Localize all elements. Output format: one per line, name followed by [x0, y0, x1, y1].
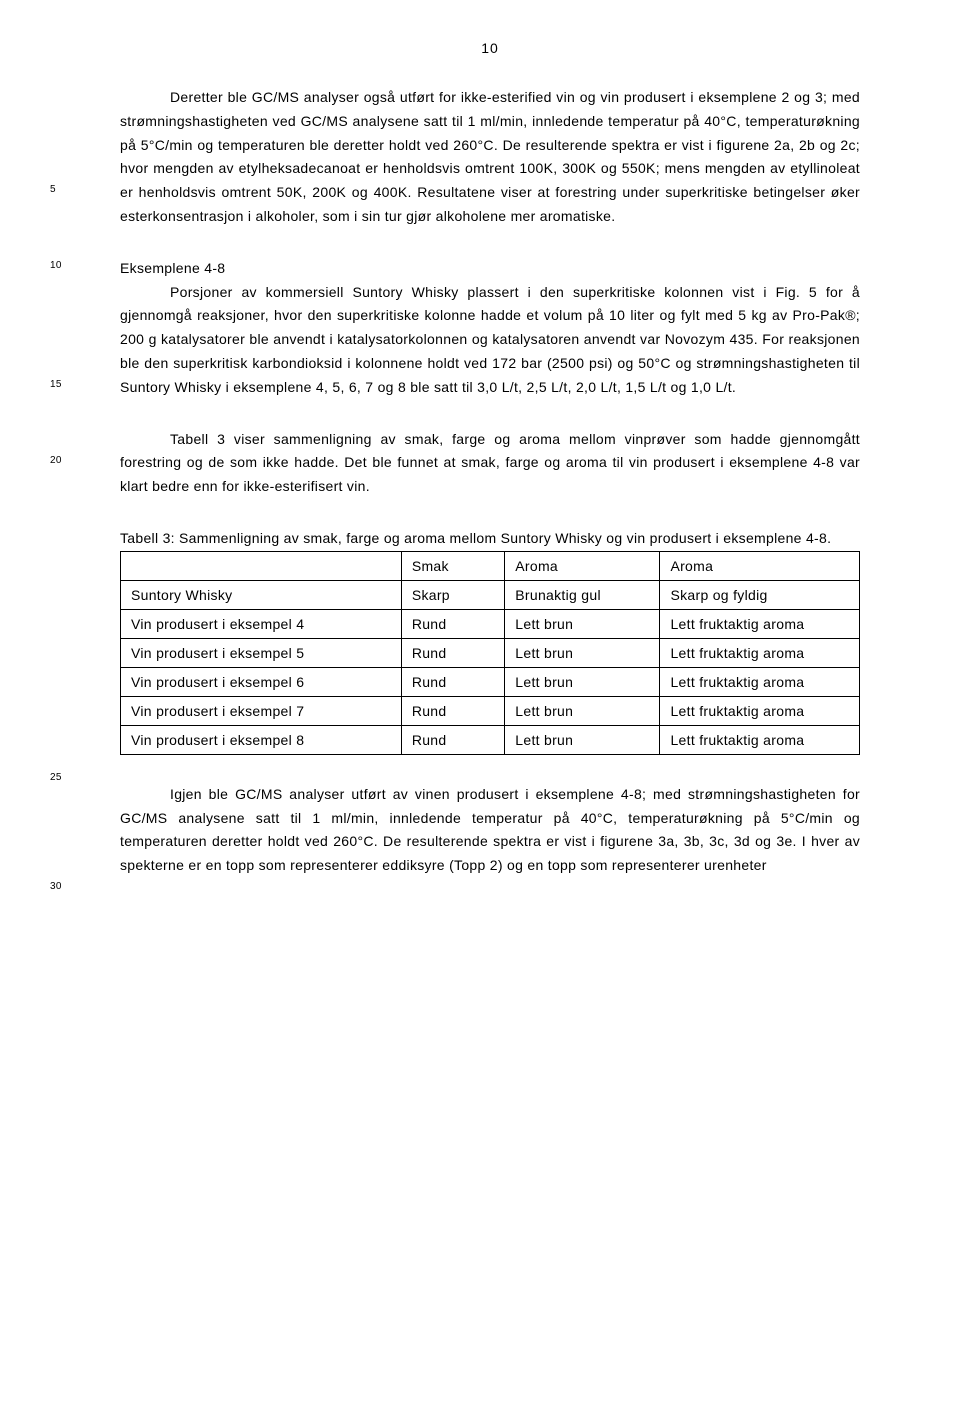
- table-cell: Rund: [401, 725, 504, 754]
- line-number-25: 25: [50, 769, 62, 786]
- line-number-5: 5: [50, 181, 56, 198]
- table-cell: Lett brun: [505, 638, 660, 667]
- table-cell: Vin produsert i eksempel 5: [121, 638, 402, 667]
- table-header-cell: [121, 551, 402, 580]
- page-number: 10: [120, 40, 860, 56]
- paragraph-4: 25 30 Igjen ble GC/MS analyser utført av…: [120, 783, 860, 878]
- table-cell: Lett brun: [505, 667, 660, 696]
- table-row: Vin produsert i eksempel 8 Rund Lett bru…: [121, 725, 860, 754]
- paragraph-2: 10 15 Eksemplene 4-8 Porsjoner av kommer…: [120, 257, 860, 400]
- table-cell: Brunaktig gul: [505, 580, 660, 609]
- table-row: Vin produsert i eksempel 4 Rund Lett bru…: [121, 609, 860, 638]
- table-cell: Lett brun: [505, 725, 660, 754]
- table-cell: Rund: [401, 638, 504, 667]
- paragraph-2-body: Porsjoner av kommersiell Suntory Whisky …: [120, 281, 860, 400]
- paragraph-1: 5 Deretter ble GC/MS analyser også utfør…: [120, 86, 860, 229]
- table-row: Smak Aroma Aroma: [121, 551, 860, 580]
- line-number-20: 20: [50, 452, 62, 469]
- table-cell: Skarp: [401, 580, 504, 609]
- table-cell: Vin produsert i eksempel 8: [121, 725, 402, 754]
- table-cell: Lett fruktaktig aroma: [660, 638, 860, 667]
- table-row: Vin produsert i eksempel 7 Rund Lett bru…: [121, 696, 860, 725]
- table-cell: Rund: [401, 696, 504, 725]
- table-caption: Tabell 3: Sammenligning av smak, farge o…: [120, 527, 860, 551]
- table-cell: Rund: [401, 667, 504, 696]
- table-cell: Vin produsert i eksempel 6: [121, 667, 402, 696]
- line-number-15: 15: [50, 376, 62, 393]
- table-header-cell: Aroma: [660, 551, 860, 580]
- table-header-cell: Aroma: [505, 551, 660, 580]
- table-header-cell: Smak: [401, 551, 504, 580]
- table-cell: Lett fruktaktig aroma: [660, 696, 860, 725]
- paragraph-4-text: Igjen ble GC/MS analyser utført av vinen…: [120, 786, 860, 873]
- table-cell: Vin produsert i eksempel 4: [121, 609, 402, 638]
- table-cell: Lett fruktaktig aroma: [660, 667, 860, 696]
- table-row: Vin produsert i eksempel 5 Rund Lett bru…: [121, 638, 860, 667]
- table-row: Vin produsert i eksempel 6 Rund Lett bru…: [121, 667, 860, 696]
- table-cell: Lett brun: [505, 696, 660, 725]
- table-cell: Suntory Whisky: [121, 580, 402, 609]
- table-cell: Lett fruktaktig aroma: [660, 609, 860, 638]
- page-container: 10 5 Deretter ble GC/MS analyser også ut…: [0, 0, 960, 1407]
- table-cell: Vin produsert i eksempel 7: [121, 696, 402, 725]
- table-cell: Lett brun: [505, 609, 660, 638]
- paragraph-3: 20 Tabell 3 viser sammenligning av smak,…: [120, 428, 860, 499]
- paragraph-1-text: Deretter ble GC/MS analyser også utført …: [120, 89, 860, 224]
- paragraph-2-heading: Eksemplene 4-8: [120, 260, 225, 276]
- table-row: Suntory Whisky Skarp Brunaktig gul Skarp…: [121, 580, 860, 609]
- table-cell: Skarp og fyldig: [660, 580, 860, 609]
- table-cell: Rund: [401, 609, 504, 638]
- table-cell: Lett fruktaktig aroma: [660, 725, 860, 754]
- line-number-10: 10: [50, 257, 62, 274]
- comparison-table: Smak Aroma Aroma Suntory Whisky Skarp Br…: [120, 551, 860, 755]
- line-number-30: 30: [50, 878, 62, 895]
- paragraph-3-text: Tabell 3 viser sammenligning av smak, fa…: [120, 431, 860, 495]
